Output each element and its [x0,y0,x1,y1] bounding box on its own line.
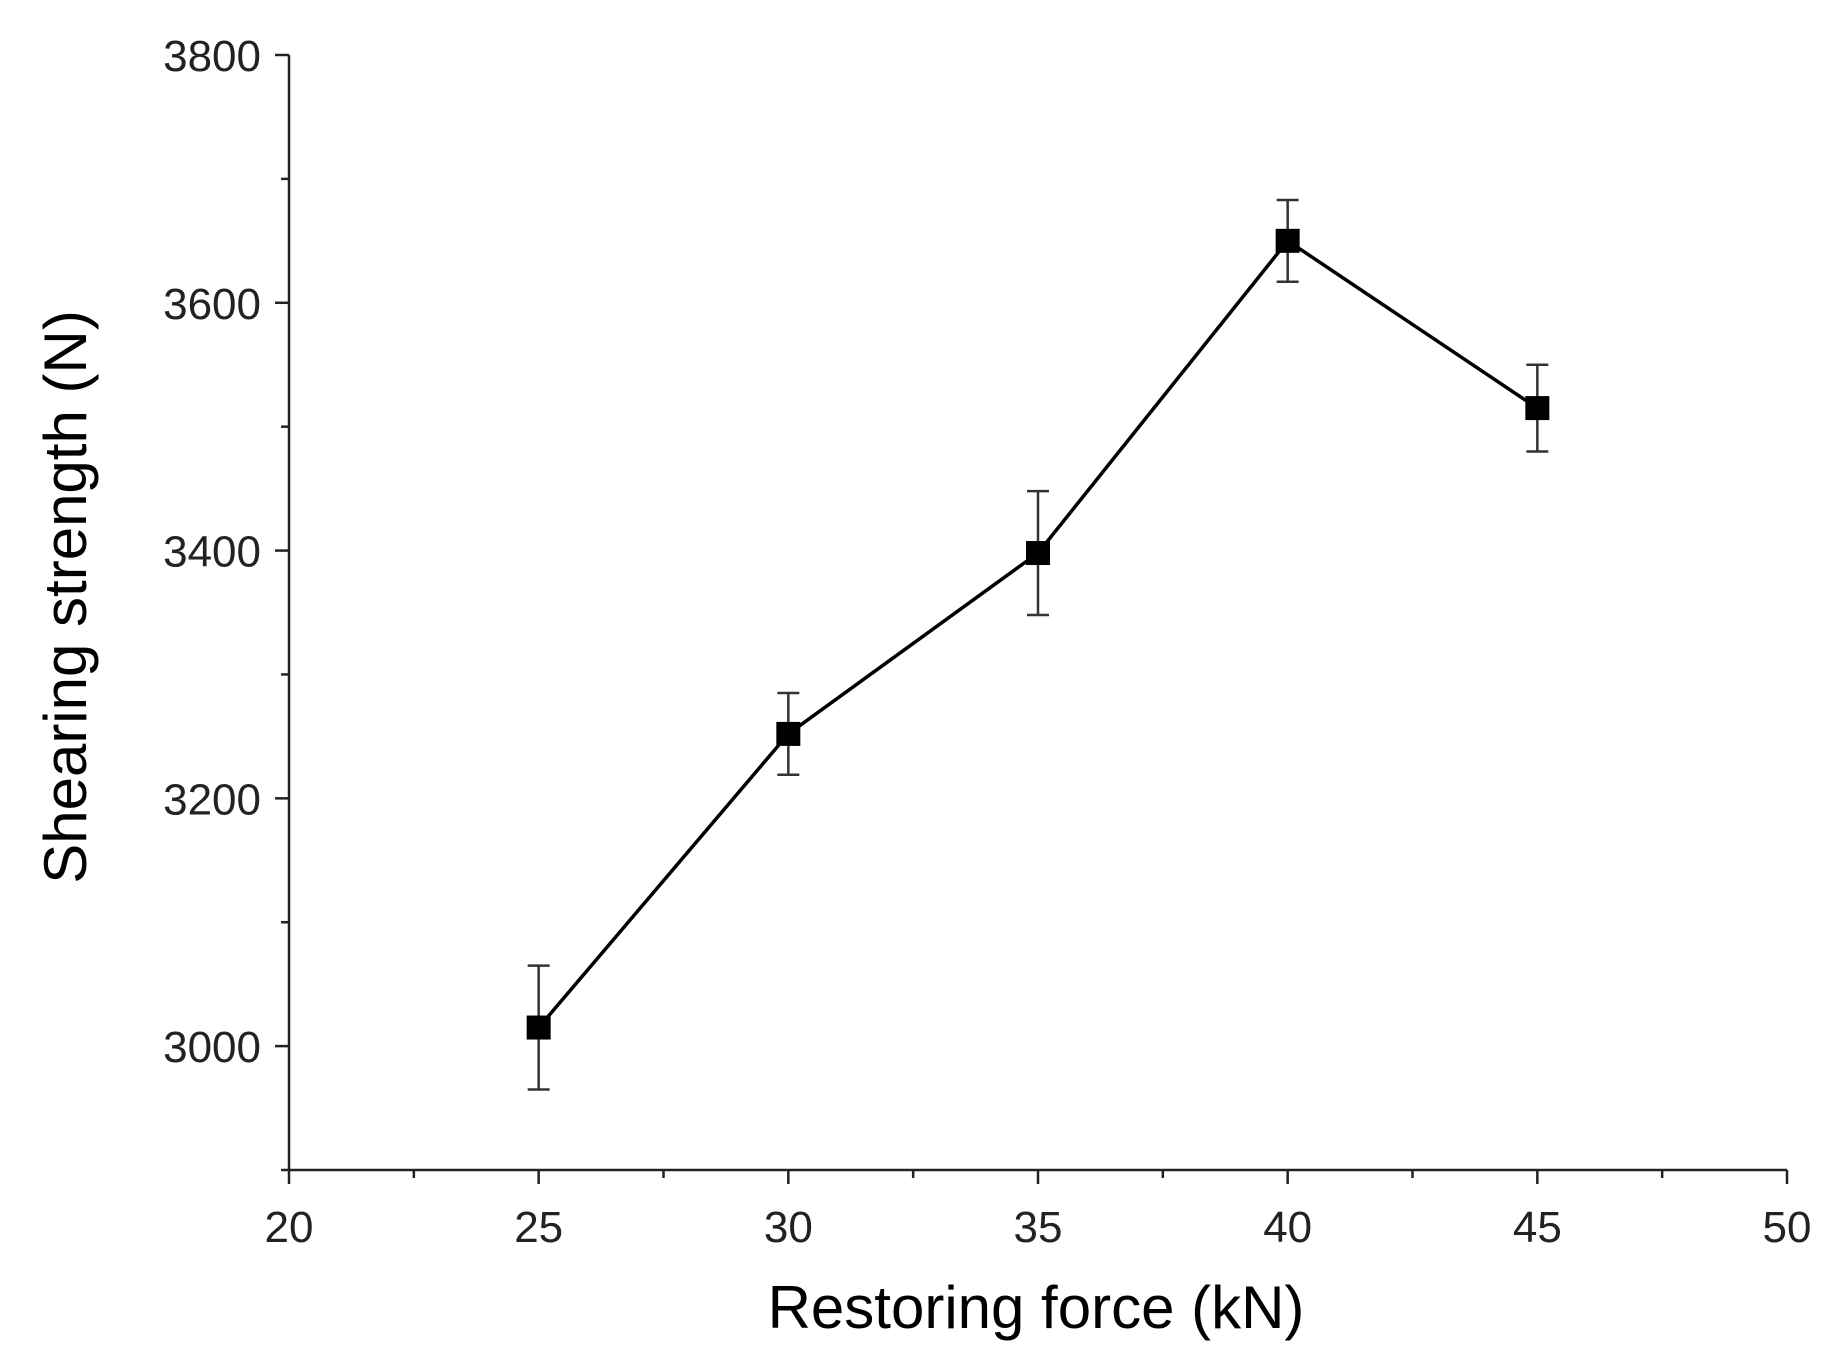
x-tick-label: 30 [764,1203,813,1252]
data-point-marker [776,721,801,746]
y-tick-label: 3000 [163,1023,261,1072]
y-axis-title: Shearing strength (N) [32,310,99,884]
data-point-marker [1275,228,1300,253]
y-tick-label: 3600 [163,280,261,329]
x-tick-label: 20 [265,1203,314,1252]
axes: 20 25 30 35 40 45 50 3000 3200 3400 3600 3800 [163,32,1811,1252]
x-tick-label: 45 [1513,1203,1562,1252]
x-tick-label: 35 [1014,1203,1063,1252]
x-tick-label: 25 [514,1203,563,1252]
data-point-marker [1525,396,1550,421]
x-tick-label: 50 [1763,1203,1812,1252]
x-tick-label: 40 [1263,1203,1312,1252]
y-tick-label: 3800 [163,32,261,81]
x-axis-title: Restoring force (kN) [768,1274,1305,1341]
data-point-marker [526,1015,551,1040]
series-line [537,238,1539,1029]
data-point-marker [1026,541,1050,566]
y-tick-label: 3200 [163,775,261,824]
y-tick-label: 3400 [163,528,261,577]
series-layer [526,198,1550,1091]
